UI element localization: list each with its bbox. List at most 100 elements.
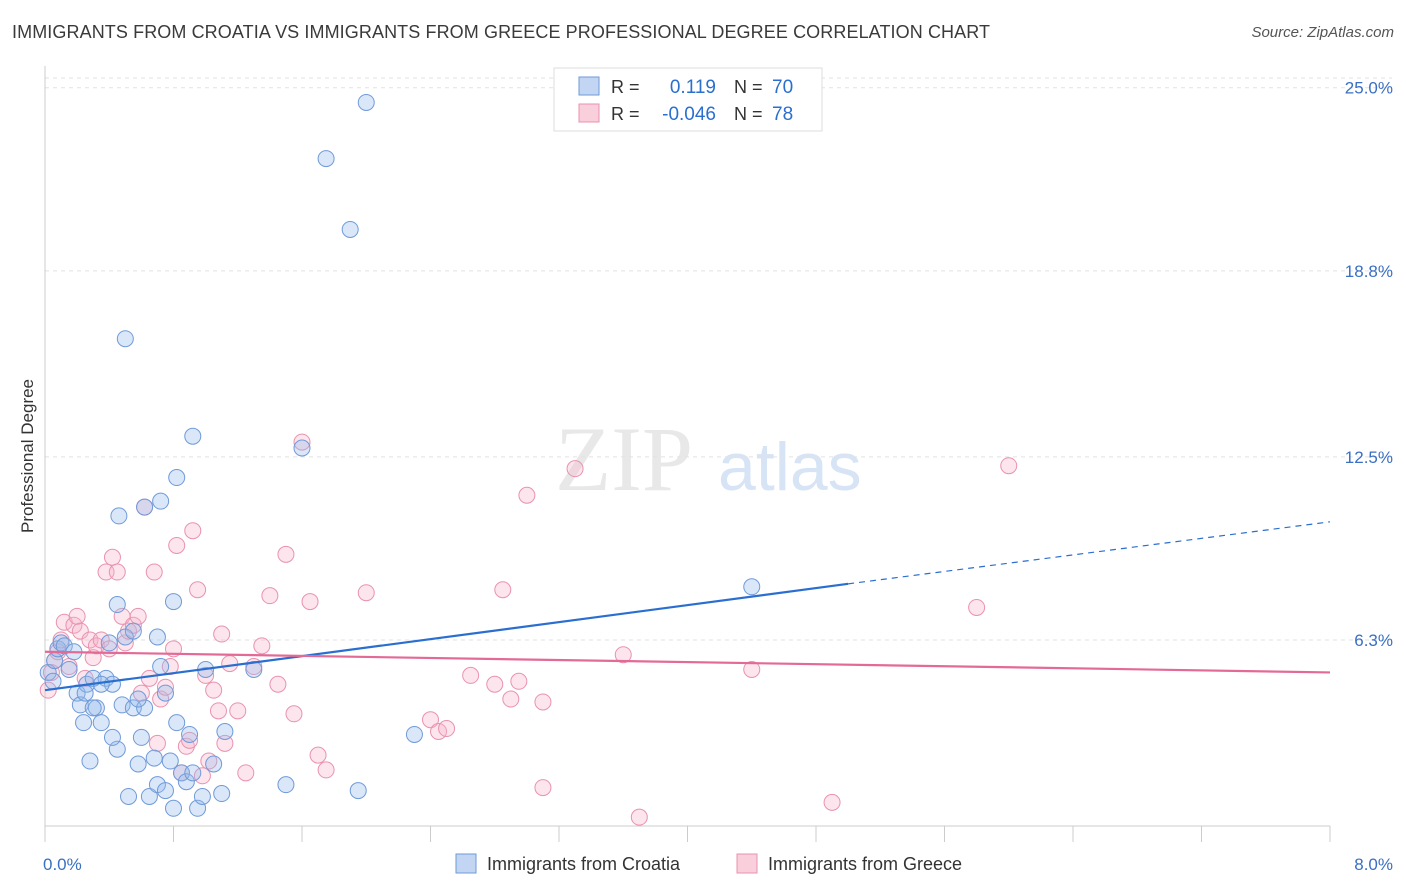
grid xyxy=(45,77,1392,641)
greece-point-60 xyxy=(422,711,439,729)
greece-point-77 xyxy=(1000,457,1018,475)
croatia-point-24 xyxy=(129,755,147,773)
croatia-point-55 xyxy=(110,507,128,525)
croatia-point-38 xyxy=(184,764,202,782)
greece-point-58 xyxy=(317,761,335,779)
watermark: ZIP atlas xyxy=(555,408,862,510)
greece-point-37 xyxy=(184,522,202,540)
greece-point-55 xyxy=(293,433,311,451)
watermark-atlas: atlas xyxy=(718,429,862,505)
croatia-point-17 xyxy=(100,634,118,652)
croatia-point-15 xyxy=(92,714,110,732)
greece-point-39 xyxy=(193,767,211,785)
y-axis-label: Professional Degree xyxy=(18,379,37,533)
croatia-point-67 xyxy=(405,725,423,743)
croatia-point-28 xyxy=(145,749,163,767)
greece-point-64 xyxy=(486,675,504,693)
stats-n-label-croatia: N = xyxy=(734,77,763,97)
croatia-point-56 xyxy=(129,690,147,708)
greece-point-38 xyxy=(189,581,207,599)
greece-point-9 xyxy=(71,622,89,640)
greece-point-54 xyxy=(285,705,303,723)
croatia-trend-line xyxy=(44,582,849,692)
croatia-point-37 xyxy=(181,725,199,743)
croatia-point-25 xyxy=(132,728,150,746)
stats-n-value-greece: 78 xyxy=(772,104,793,125)
legend-swatch-croatia xyxy=(455,853,477,874)
croatia-point-31 xyxy=(156,782,174,800)
croatia-point-40 xyxy=(193,787,211,805)
stats-swatch-croatia xyxy=(578,76,600,96)
greece-point-68 xyxy=(518,486,536,504)
croatia-trend-extension xyxy=(848,521,1331,585)
croatia-point-48 xyxy=(152,492,170,510)
croatia-point-42 xyxy=(205,755,223,773)
greece-point-59 xyxy=(357,584,375,602)
legend-label-croatia: Immigrants from Croatia xyxy=(487,854,681,874)
chart-title: IMMIGRANTS FROM CROATIA VS IMMIGRANTS FR… xyxy=(12,22,991,42)
greece-point-75 xyxy=(823,793,841,811)
greece-point-40 xyxy=(197,666,215,684)
stats-r-label-croatia: R = xyxy=(611,77,640,97)
y-tick-label-0: 6.3% xyxy=(1354,631,1393,650)
croatia-point-36 xyxy=(177,773,195,791)
greece-point-47 xyxy=(229,702,247,720)
croatia-point-1 xyxy=(44,672,62,690)
greece-point-36 xyxy=(181,731,199,749)
croatia-point-60 xyxy=(124,622,142,640)
greece-point-18 xyxy=(108,563,126,581)
croatia-point-65 xyxy=(277,776,295,794)
croatia-point-12 xyxy=(81,752,99,770)
greece-point-27 xyxy=(145,563,163,581)
stats-r-label-greece: R = xyxy=(611,104,640,124)
stats-swatch-greece xyxy=(578,103,600,123)
greece-point-72 xyxy=(614,646,632,664)
greece-point-43 xyxy=(209,702,227,720)
croatia-point-26 xyxy=(136,699,154,717)
greece-point-53 xyxy=(277,545,295,563)
greece-point-56 xyxy=(301,593,319,611)
croatia-point-4 xyxy=(52,634,70,652)
greece-point-71 xyxy=(566,460,584,478)
greece-point-48 xyxy=(237,764,255,782)
series-legend: Immigrants from Croatia Immigrants from … xyxy=(455,853,962,874)
x-tick-label-0: 0.0% xyxy=(43,855,82,874)
croatia-point-22 xyxy=(120,787,138,805)
croatia-point-68 xyxy=(743,578,761,596)
greece-point-62 xyxy=(438,720,456,738)
greece-point-69 xyxy=(534,779,552,797)
greece-point-30 xyxy=(156,678,174,696)
greece-point-76 xyxy=(968,598,986,616)
croatia-point-43 xyxy=(213,785,231,803)
croatia-point-20 xyxy=(113,696,131,714)
stats-n-label-greece: N = xyxy=(734,104,763,124)
croatia-point-50 xyxy=(293,439,311,457)
stats-n-value-croatia: 70 xyxy=(772,77,793,98)
croatia-point-45 xyxy=(165,593,182,611)
croatia-point-44 xyxy=(108,596,126,614)
croatia-point-64 xyxy=(216,723,234,740)
x-tick-label-1: 8.0% xyxy=(1354,855,1393,874)
greece-point-46 xyxy=(221,655,239,673)
croatia-point-5 xyxy=(55,637,73,655)
greece-point-67 xyxy=(510,672,528,690)
greece-point-7 xyxy=(65,616,83,634)
y-tick-label-1: 12.5% xyxy=(1345,448,1393,467)
croatia-point-63 xyxy=(103,728,121,746)
croatia-point-34 xyxy=(168,714,186,732)
greece-point-33 xyxy=(168,536,186,554)
greece-point-42 xyxy=(205,681,223,699)
croatia-point-27 xyxy=(140,787,158,805)
tick-labels: 6.3% 12.5% 18.8% 25.0% 0.0% 8.0% xyxy=(43,79,1393,874)
greece-point-70 xyxy=(534,693,552,711)
y-tick-label-2: 18.8% xyxy=(1345,262,1393,281)
greece-point-28 xyxy=(148,734,166,752)
croatia-point-49 xyxy=(136,498,154,516)
greece-point-74 xyxy=(743,660,761,678)
croatia-point-51 xyxy=(116,330,134,348)
greece-point-44 xyxy=(213,625,231,643)
greece-point-73 xyxy=(630,808,648,826)
croatia-point-10 xyxy=(75,714,93,732)
greece-point-52 xyxy=(269,675,287,693)
